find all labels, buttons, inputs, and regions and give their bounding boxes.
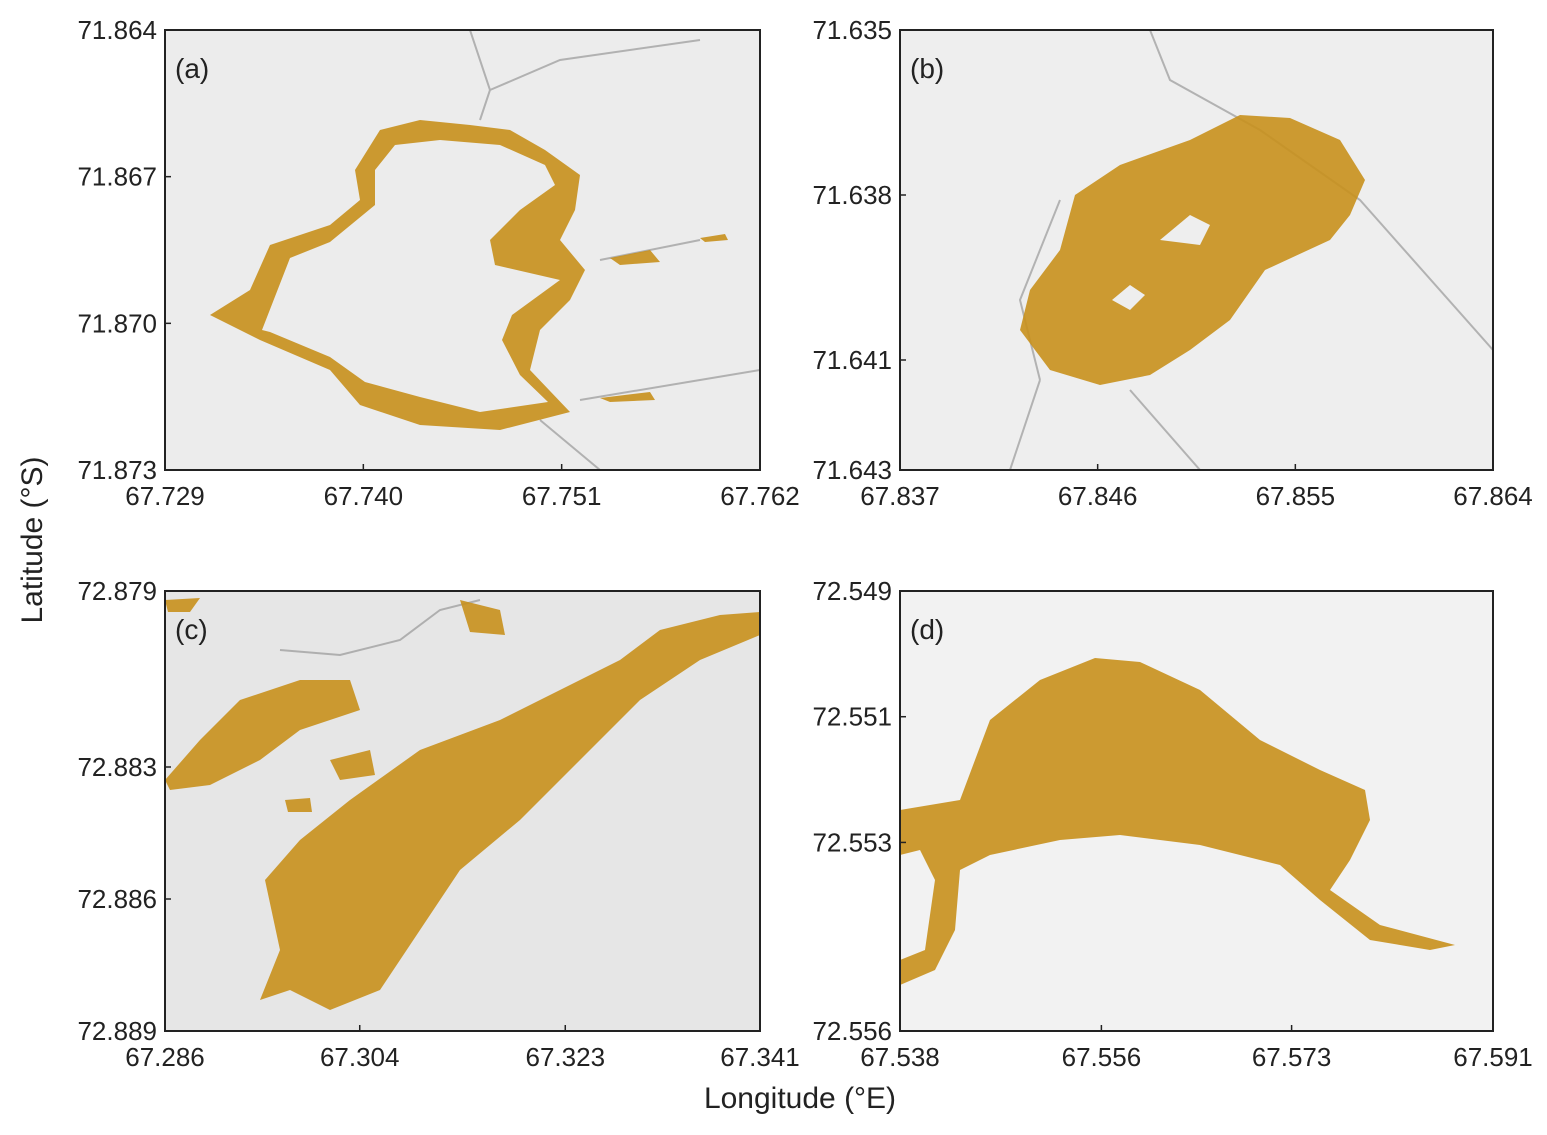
y-tick-label: 71.643	[812, 455, 892, 485]
y-tick-label: 72.879	[77, 576, 157, 606]
x-tick-label: 67.837	[860, 481, 940, 511]
x-tick-label: 67.341	[720, 1042, 800, 1072]
x-tick-label: 67.286	[125, 1042, 205, 1072]
y-tick-label: 71.638	[812, 180, 892, 210]
x-tick-label: 67.762	[720, 481, 800, 511]
y-tick-label: 71.641	[812, 345, 892, 375]
y-tick-label: 72.886	[77, 884, 157, 914]
x-tick-label: 67.304	[320, 1042, 400, 1072]
panel-label: (c)	[175, 614, 208, 645]
features-d	[900, 658, 1455, 985]
y-tick-label: 71.873	[77, 455, 157, 485]
x-axis-label: Longitude (°E)	[704, 1082, 896, 1115]
x-tick-label: 67.573	[1252, 1042, 1332, 1072]
x-tick-label: 67.323	[526, 1042, 606, 1072]
x-tick-label: 67.751	[522, 481, 602, 511]
x-tick-label: 67.864	[1453, 481, 1533, 511]
y-tick-label: 71.864	[77, 15, 157, 45]
y-axis-label: Latitude (°S)	[16, 456, 49, 623]
panel-label: (d)	[910, 614, 944, 645]
y-tick-label: 71.635	[812, 15, 892, 45]
imagery	[164, 29, 1494, 1032]
x-tick-label: 67.556	[1062, 1042, 1142, 1072]
y-tick-label: 71.867	[77, 162, 157, 192]
x-tick-label: 67.846	[1058, 481, 1138, 511]
y-tick-label: 72.556	[812, 1016, 892, 1046]
x-tick-label: 67.591	[1453, 1042, 1533, 1072]
panel-label: (b)	[910, 53, 944, 84]
x-tick-label: 67.538	[860, 1042, 940, 1072]
features-a	[210, 30, 760, 470]
x-tick-label: 67.729	[125, 481, 205, 511]
x-tick-label: 67.855	[1256, 481, 1336, 511]
y-tick-label: 72.883	[77, 752, 157, 782]
features-b	[1009, 30, 1493, 470]
frames	[164, 29, 1494, 1032]
y-tick-label: 72.551	[812, 702, 892, 732]
image-a	[165, 30, 760, 470]
panel-label: (a)	[175, 53, 209, 84]
features-c	[165, 598, 760, 1010]
y-tick-label: 72.889	[77, 1016, 157, 1046]
y-tick-label: 71.870	[77, 308, 157, 338]
y-tick-label: 72.553	[812, 827, 892, 857]
x-tick-label: 67.740	[324, 481, 404, 511]
y-tick-label: 72.549	[812, 576, 892, 606]
